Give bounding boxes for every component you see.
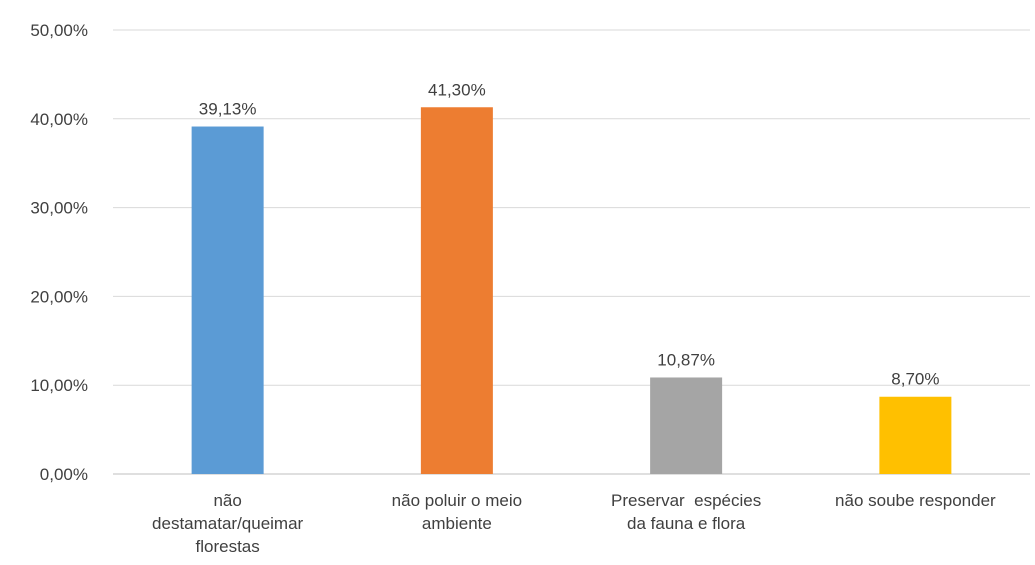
bar bbox=[650, 377, 723, 474]
bar bbox=[420, 107, 493, 475]
category-label: florestas bbox=[196, 537, 260, 556]
data-label: 8,70% bbox=[891, 370, 939, 389]
y-tick-label: 30,00% bbox=[30, 199, 88, 218]
category-label: destamatar/queimar bbox=[152, 514, 304, 533]
y-tick-label: 40,00% bbox=[30, 110, 88, 129]
data-labels: 39,13% 41,30% 10,87% 8,70% bbox=[199, 80, 940, 388]
x-axis-categories: não destamatar/queimar florestas não poluir… bbox=[152, 491, 996, 556]
data-label: 10,87% bbox=[657, 350, 715, 369]
y-tick-label: 0,00% bbox=[40, 465, 88, 484]
gridlines bbox=[113, 29, 1030, 475]
category-label: não poluir o meio bbox=[392, 491, 522, 510]
y-tick-label: 10,00% bbox=[30, 376, 88, 395]
y-tick-label: 20,00% bbox=[30, 287, 88, 306]
category-label: da fauna e flora bbox=[627, 514, 746, 533]
data-label: 41,30% bbox=[428, 80, 486, 99]
bar bbox=[191, 126, 264, 474]
category-label: não soube responder bbox=[835, 491, 996, 510]
y-tick-label: 50,00% bbox=[30, 21, 88, 40]
category-label: ambiente bbox=[422, 514, 492, 533]
bars bbox=[191, 107, 952, 475]
category-label: Preservar espécies bbox=[611, 491, 761, 510]
y-axis-ticks: 0,00% 10,00% 20,00% 30,00% 40,00% 50,00% bbox=[30, 21, 88, 484]
category-label: não bbox=[213, 491, 241, 510]
data-label: 39,13% bbox=[199, 100, 257, 119]
bar bbox=[879, 396, 952, 474]
